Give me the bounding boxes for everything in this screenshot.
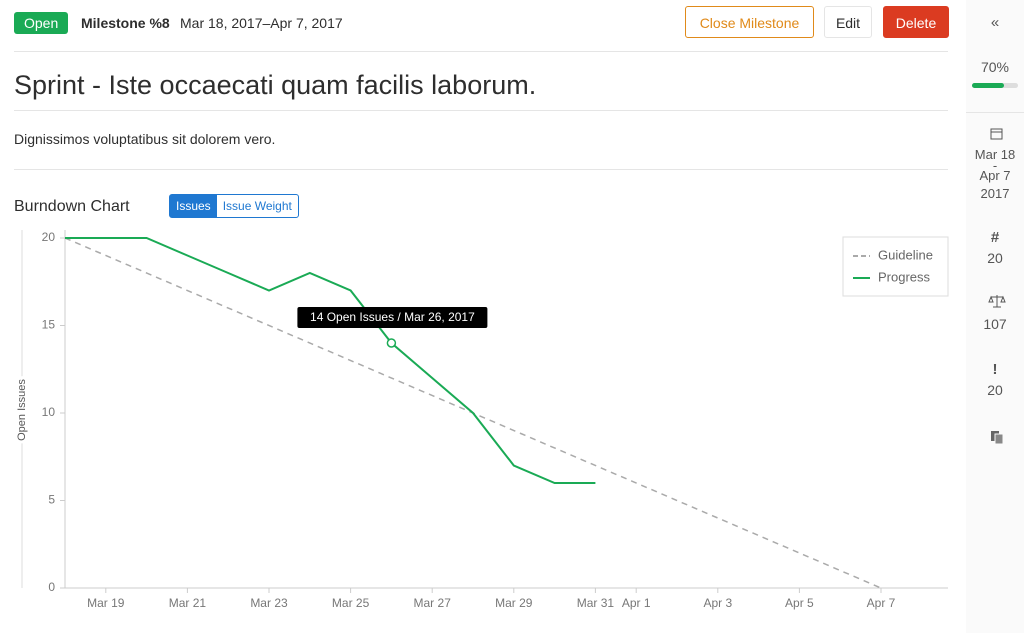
chart-heading: Burndown Chart: [14, 198, 130, 215]
date-sep: -: [992, 158, 998, 173]
legend-label: Guideline: [878, 247, 933, 262]
progress-label: 70%: [980, 59, 1010, 75]
x-tick-label: Mar 21: [169, 596, 207, 610]
delete-button[interactable]: Delete: [883, 6, 949, 38]
toggle-issues[interactable]: Issues: [170, 195, 217, 217]
y-axis-label: Open Issues: [16, 379, 28, 441]
copy-icon[interactable]: [990, 430, 1004, 444]
hover-point: [386, 338, 397, 348]
start-date: Mar 18: [974, 147, 1016, 162]
y-tick-label: 10: [42, 405, 56, 419]
y-tick-label: 15: [42, 318, 56, 332]
chart: Open Issues 0 5 10 15 20 Mar 19 Mar 21 Mar 23 Mar…: [13, 230, 949, 610]
end-date: Apr 7: [979, 168, 1011, 183]
weight: 107: [983, 316, 1007, 332]
x-tick-label: Mar 31: [577, 596, 615, 610]
divider: [14, 169, 948, 170]
x-tick-label: Apr 3: [703, 596, 732, 610]
x-tick-label: Apr 1: [622, 596, 651, 610]
milestone-dates: Mar 18, 2017–Apr 7, 2017: [180, 15, 343, 31]
collapse[interactable]: «: [990, 14, 1000, 31]
issues-icon: #: [990, 229, 1000, 246]
weight-icon: [988, 295, 1006, 308]
y-tick-label: 0: [48, 580, 55, 594]
toggle: Issues Issue Weight: [169, 194, 299, 218]
edit-button[interactable]: Edit: [824, 6, 872, 38]
divider: [14, 110, 948, 111]
issues-count: 20: [987, 250, 1003, 266]
title: Sprint - Iste occaecati quam facilis lab…: [14, 70, 537, 100]
status-badge: Open: [14, 12, 69, 34]
divider: [14, 51, 948, 52]
legend-box: [842, 236, 949, 297]
merge-icon: !: [992, 361, 998, 378]
y-tick-label: 20: [42, 230, 56, 244]
calendar-icon: [990, 128, 1003, 140]
merge-count: 20: [987, 382, 1003, 398]
tooltip-box: [297, 307, 488, 328]
year: 2017: [980, 186, 1010, 201]
y-tick-label: 5: [48, 493, 55, 507]
milestone-ref: Milestone %8: [81, 15, 170, 31]
description: Dignissimos voluptatibus sit dolorem ver…: [14, 131, 276, 147]
x-tick-label: Apr 5: [785, 596, 814, 610]
sidebar: [966, 0, 1024, 633]
x-tick-label: Mar 19: [87, 596, 125, 610]
toggle-weight[interactable]: Issue Weight: [222, 199, 292, 213]
close-button[interactable]: Close Milestone: [685, 6, 814, 38]
divider: [966, 112, 1024, 113]
progress-track: [972, 83, 1018, 88]
tooltip-text: 14 Open Issues / Mar 26, 2017: [310, 310, 475, 324]
x-tick-label: Mar 27: [414, 596, 452, 610]
legend-label: Progress: [878, 269, 931, 284]
x-tick-label: Mar 29: [495, 596, 533, 610]
x-tick-label: Mar 23: [250, 596, 288, 610]
progress-bar: [972, 83, 1005, 88]
series-line: [65, 237, 596, 484]
x-tick-label: Mar 25: [332, 596, 370, 610]
x-tick-label: Apr 7: [867, 596, 896, 610]
